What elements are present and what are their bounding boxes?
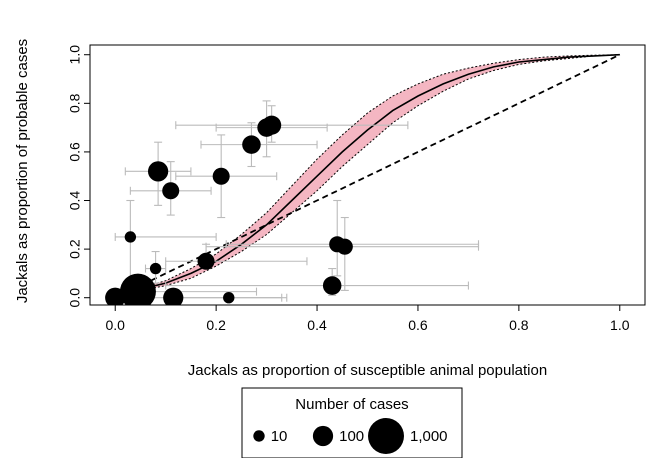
x-tick-label: 0.2: [206, 317, 226, 333]
data-point: [147, 161, 169, 182]
x-tick-label: 0.4: [307, 317, 327, 333]
y-tick-label: 0.8: [67, 93, 83, 113]
data-point: [212, 167, 230, 185]
plot-frame: [89, 44, 646, 306]
x-tick-label: 0.6: [408, 317, 428, 333]
error-bar: [114, 199, 217, 289]
y-tick-label: 0.6: [67, 142, 83, 162]
data-point: [124, 231, 137, 243]
data-point: [322, 276, 342, 295]
y-tick-label: 0.0: [67, 288, 83, 308]
x-tick-label: 0.8: [509, 317, 529, 333]
y-axis-label: Jackals as proportion of probable cases: [14, 39, 31, 303]
fit-band-lower-line: [115, 54, 620, 299]
x-tick-label: 0.0: [105, 317, 125, 333]
x-axis: 0.0 0.2 0.4 0.6 0.8 1.0: [105, 305, 630, 333]
data-point: [163, 287, 184, 305]
data-point: [262, 115, 282, 135]
legend-symbol: [253, 430, 265, 442]
error-bar: [225, 199, 480, 277]
y-tick-label: 1.0: [67, 45, 83, 65]
y-tick-label: 0.4: [67, 191, 83, 211]
data-point: [119, 273, 156, 305]
legend-label: 100: [339, 428, 364, 445]
legend-label: 1,000: [410, 428, 448, 445]
fitted-curve-line: [114, 53, 620, 299]
legend-symbol: [368, 418, 404, 454]
data-point: [162, 182, 180, 200]
data-points: [105, 115, 353, 305]
y-axis: 0.0 0.2 0.4 0.6 0.8 1.0: [67, 45, 90, 308]
y-tick-label: 0.2: [67, 239, 83, 259]
legend: Number of cases 10 100 1,000: [241, 387, 463, 458]
data-point: [149, 262, 162, 275]
data-point: [336, 238, 353, 255]
data-point: [223, 292, 235, 304]
x-axis-label: Jackals as proportion of susceptible ani…: [188, 362, 547, 379]
x-tick-label: 1.0: [610, 317, 630, 333]
data-point: [197, 252, 215, 270]
data-point: [242, 135, 261, 154]
legend-label: 10: [271, 428, 288, 445]
legend-box: [241, 387, 463, 458]
fit-band-upper-line: [115, 54, 620, 299]
legend-title: Number of cases: [295, 396, 408, 413]
legend-symbol: [312, 425, 334, 447]
